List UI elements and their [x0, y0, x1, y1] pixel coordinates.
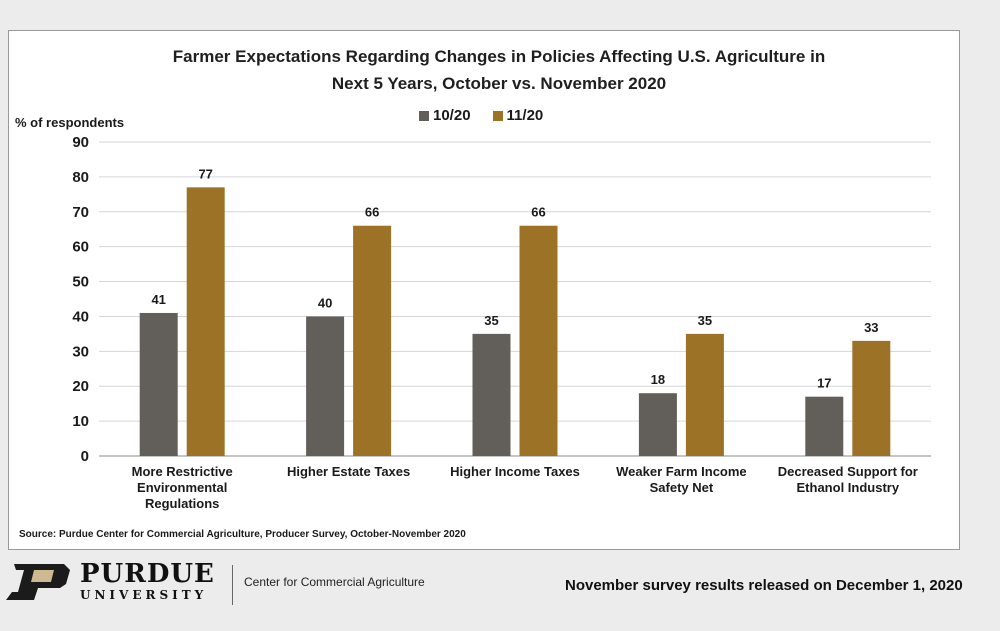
release-note: November survey results released on Dece…: [565, 577, 963, 594]
bar-11-20-0: [186, 187, 225, 456]
bar-11-20-4: [852, 340, 891, 456]
data-label: 40: [318, 295, 332, 310]
legend-swatch-11-20: [492, 110, 503, 121]
x-tick-label: Regulations: [145, 496, 219, 511]
x-tick-label: More Restrictive: [132, 464, 233, 479]
bar-11-20-2: [519, 225, 558, 456]
x-tick-label: Ethanol Industry: [797, 480, 900, 495]
chart-title-line-2: Next 5 Years, October vs. November 2020: [331, 74, 667, 93]
y-tick-label: 50: [72, 274, 89, 291]
y-axis-label: % of respondents: [15, 115, 125, 130]
y-tick-label: 40: [72, 308, 89, 325]
chart-title: Farmer Expectations Regarding Changes in…: [119, 43, 879, 97]
logo-sub: UNIVERSITY: [80, 588, 208, 602]
bar-11-20-3: [685, 333, 724, 456]
x-tick-label: Higher Estate Taxes: [287, 464, 410, 479]
source-note: Source: Purdue Center for Commercial Agr…: [19, 529, 466, 540]
y-tick-label: 70: [72, 204, 89, 221]
data-label: 18: [651, 372, 665, 387]
bar-10-20-2: [472, 333, 511, 456]
data-label: 33: [864, 320, 878, 335]
y-tick-label: 80: [72, 169, 89, 186]
y-tick-label: 90: [72, 134, 89, 151]
legend-item-11-20: 11/20: [492, 107, 544, 124]
legend-item-10-20: 10/20: [419, 107, 471, 124]
data-label: 35: [698, 313, 712, 328]
center-name: Center for Commercial Agriculture: [244, 575, 425, 589]
data-label: 17: [817, 376, 831, 391]
legend: 10/20 11/20: [419, 107, 543, 124]
purdue-p-icon: [4, 562, 72, 602]
y-tick-label: 60: [72, 239, 89, 256]
chart-panel: Farmer Expectations Regarding Changes in…: [8, 30, 960, 550]
bar-10-20-4: [805, 396, 844, 456]
bar-11-20-1: [353, 225, 392, 456]
x-tick-label: Weaker Farm Income: [616, 464, 747, 479]
x-tick-label: Decreased Support for: [778, 464, 918, 479]
y-tick-label: 30: [72, 343, 89, 360]
y-tick-label: 10: [72, 413, 89, 430]
x-tick-label: Environmental: [137, 480, 227, 495]
y-tick-label: 20: [72, 378, 89, 395]
data-label: 41: [151, 292, 165, 307]
data-label: 66: [365, 205, 379, 220]
chart-title-line-1: Farmer Expectations Regarding Changes in…: [172, 47, 826, 66]
bar-10-20-3: [638, 393, 677, 456]
y-tick-label: 0: [81, 448, 89, 465]
footer-divider: [232, 565, 233, 605]
bar-10-20-1: [306, 316, 345, 456]
legend-label-11-20: 11/20: [506, 107, 544, 124]
legend-label-10-20: 10/20: [433, 107, 471, 124]
data-label: 77: [198, 166, 212, 181]
x-tick-label: Safety Net: [650, 480, 714, 495]
legend-swatch-10-20: [419, 110, 429, 121]
x-tick-label: Higher Income Taxes: [450, 464, 580, 479]
bar-10-20-0: [139, 312, 178, 456]
data-label: 35: [484, 313, 498, 328]
data-label: 66: [531, 205, 545, 220]
purdue-logo: PURDUE UNIVERSITY: [4, 561, 215, 603]
footer: PURDUE UNIVERSITY Center for Commercial …: [0, 555, 1000, 631]
logo-name: PURDUE: [80, 559, 215, 589]
